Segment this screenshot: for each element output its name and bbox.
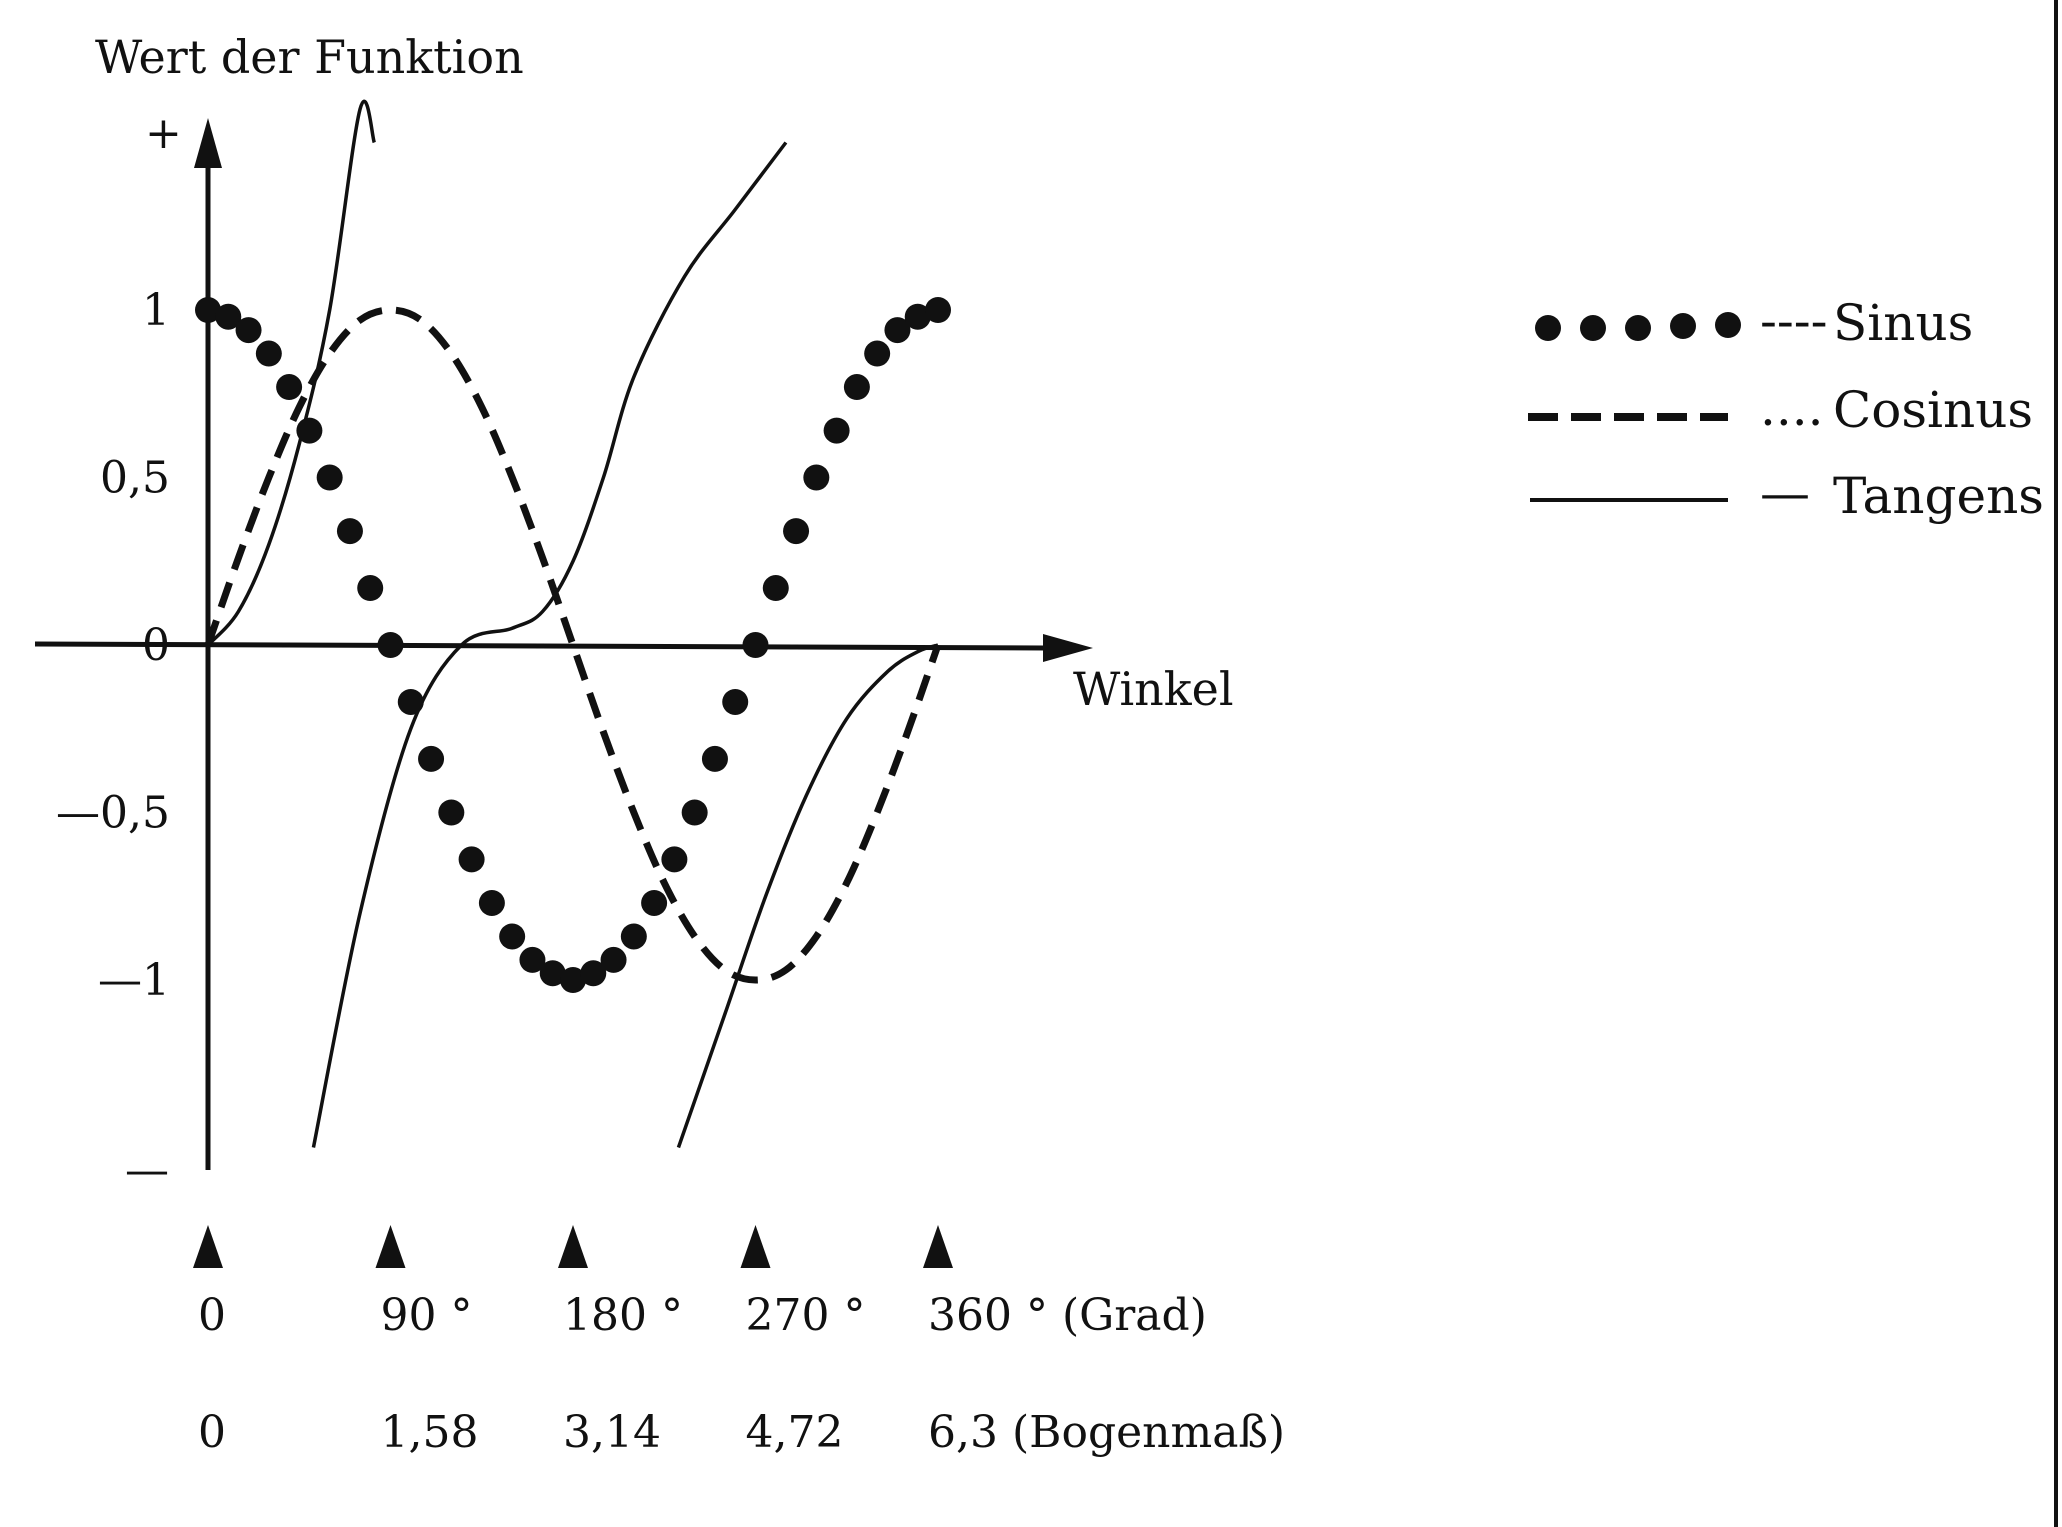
sinus-point bbox=[397, 688, 424, 715]
sinus-point bbox=[783, 518, 810, 545]
x-tick-label-radians: 6,3 (Bogenmaß) bbox=[928, 1407, 1285, 1458]
y-axis-plus-marker: + bbox=[145, 108, 182, 159]
sinus-point bbox=[722, 688, 749, 715]
sinus-point bbox=[458, 846, 485, 873]
series-tangens bbox=[206, 99, 939, 1149]
legend-item-sinus: ---- Sinus bbox=[1535, 292, 1973, 352]
y-tick-label: —0,5 bbox=[56, 788, 170, 839]
sinus-point bbox=[884, 317, 911, 344]
sinus-point bbox=[316, 464, 343, 491]
axes bbox=[34, 118, 1093, 1170]
x-tick-arrow-marker bbox=[558, 1225, 588, 1268]
x-tick-arrow-marker bbox=[923, 1225, 953, 1268]
legend-tangens-marker: — bbox=[1760, 464, 1810, 522]
sinus-point bbox=[539, 960, 566, 987]
x-tick-labels: 0 90 ° 180 ° 270 ° 360 ° (Grad) 0 1,58 3,14 4,72… bbox=[193, 1225, 1285, 1458]
legend-tangens-label: Tangens bbox=[1833, 467, 2044, 525]
sinus-point bbox=[499, 923, 526, 950]
x-tick-label-radians: 3,14 bbox=[563, 1407, 661, 1458]
sinus-point bbox=[904, 303, 931, 330]
legend-sinus-label: Sinus bbox=[1833, 294, 1973, 352]
series-sinus bbox=[195, 297, 951, 993]
legend-sinus-dot bbox=[1715, 312, 1741, 338]
sinus-point bbox=[864, 340, 891, 367]
y-tick-label: 0 bbox=[142, 620, 170, 671]
sinus-point bbox=[560, 967, 586, 993]
sinus-point bbox=[296, 417, 323, 444]
legend-item-cosinus: .... Cosinus bbox=[1528, 379, 2033, 439]
sinus-point bbox=[478, 889, 505, 916]
scan-border bbox=[2054, 0, 2058, 1527]
sinus-point bbox=[276, 374, 303, 401]
y-axis-arrowhead bbox=[194, 118, 222, 168]
sinus-point bbox=[620, 923, 647, 950]
sinus-point bbox=[255, 340, 282, 367]
tangens-line-segment bbox=[311, 141, 788, 1148]
sinus-point bbox=[580, 960, 607, 987]
x-tick-label-degrees: 360 ° (Grad) bbox=[928, 1290, 1207, 1341]
y-tick-label: 0,5 bbox=[100, 453, 170, 504]
x-tick-arrow-marker bbox=[193, 1225, 223, 1268]
legend-sinus-dot bbox=[1625, 315, 1651, 341]
legend-cosinus-label: Cosinus bbox=[1833, 381, 2033, 439]
sinus-point bbox=[701, 745, 728, 772]
y-tick-label: 1 bbox=[142, 285, 170, 336]
x-tick-label-degrees: 180 ° bbox=[563, 1290, 683, 1341]
tangens-line-segment bbox=[206, 99, 376, 647]
y-tick-labels: 1 0,5 0 —0,5 —1 bbox=[56, 285, 170, 1006]
x-tick-label-radians: 4,72 bbox=[746, 1407, 844, 1458]
legend: ---- Sinus .... Cosinus — Tangens bbox=[1528, 292, 2044, 525]
sinus-point bbox=[600, 946, 627, 973]
sinus-point bbox=[336, 518, 363, 545]
y-axis-minus-marker: — bbox=[125, 1145, 169, 1196]
x-tick-label-radians: 1,58 bbox=[381, 1407, 479, 1458]
sinus-point bbox=[215, 303, 242, 330]
sinus-point bbox=[925, 297, 951, 323]
x-tick-arrow-marker bbox=[740, 1225, 771, 1268]
x-tick-label-radians: 0 bbox=[198, 1407, 226, 1458]
y-axis-label: Wert der Funktion bbox=[95, 30, 524, 84]
legend-item-tangens: — Tangens bbox=[1530, 464, 2044, 525]
sinus-point bbox=[681, 799, 708, 826]
legend-sinus-dot bbox=[1580, 315, 1606, 341]
sinus-point bbox=[519, 946, 546, 973]
sinus-point bbox=[235, 317, 262, 344]
legend-cosinus-marker: .... bbox=[1760, 379, 1824, 437]
x-tick-label-degrees: 270 ° bbox=[746, 1290, 866, 1341]
legend-sinus-marker: ---- bbox=[1760, 292, 1828, 350]
sinus-point bbox=[418, 745, 445, 772]
x-tick-label-degrees: 90 ° bbox=[381, 1290, 473, 1341]
sinus-point bbox=[357, 575, 384, 602]
sinus-point bbox=[803, 464, 830, 491]
x-tick-label-degrees: 0 bbox=[198, 1290, 226, 1341]
x-axis-arrowhead bbox=[1043, 634, 1093, 662]
sinus-point bbox=[762, 575, 789, 602]
tangens-line-segment bbox=[676, 643, 939, 1149]
legend-sinus-dot bbox=[1535, 315, 1561, 341]
sinus-point bbox=[661, 846, 688, 873]
x-axis-label: Winkel bbox=[1073, 662, 1234, 716]
sinus-point bbox=[195, 297, 221, 323]
sinus-point bbox=[843, 374, 870, 401]
x-tick-arrow-marker bbox=[375, 1225, 406, 1268]
sinus-point bbox=[641, 889, 668, 916]
legend-sinus-dot bbox=[1670, 313, 1696, 339]
sinus-point bbox=[823, 417, 850, 444]
sinus-point bbox=[377, 632, 404, 658]
y-tick-label: —1 bbox=[98, 955, 170, 1006]
sinus-point bbox=[742, 632, 769, 658]
sinus-point bbox=[438, 799, 465, 826]
x-axis-line bbox=[34, 641, 1046, 651]
